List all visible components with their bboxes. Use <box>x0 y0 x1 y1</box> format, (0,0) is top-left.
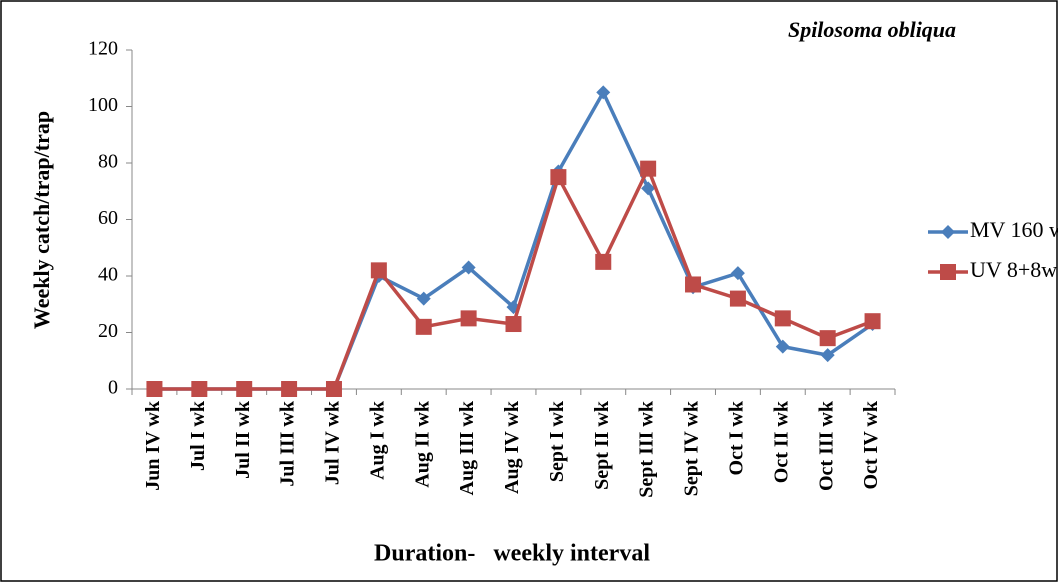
marker <box>416 291 431 306</box>
y-tick-label: 20 <box>98 320 118 342</box>
x-tick-label: Sept III wk <box>636 400 658 498</box>
marker <box>774 310 791 327</box>
marker <box>550 169 567 186</box>
x-tick-label: Aug III wk <box>456 400 478 495</box>
legend-marker <box>941 225 955 239</box>
x-tick-label: Jul I wk <box>187 400 209 471</box>
marker <box>729 290 746 307</box>
x-tick-label: Jul IV wk <box>322 400 344 485</box>
marker <box>685 276 702 293</box>
marker <box>415 318 432 335</box>
marker <box>820 348 835 363</box>
marker <box>641 181 656 196</box>
x-tick-label: Jun IV wk <box>142 400 164 491</box>
marker <box>595 253 612 270</box>
y-tick-label: 80 <box>98 151 118 173</box>
x-tick-label: Jul III wk <box>277 400 299 486</box>
marker <box>596 85 611 100</box>
chart-title: Spilosoma obliqua <box>788 17 956 42</box>
x-tick-label: Aug II wk <box>411 400 433 488</box>
marker <box>505 316 522 333</box>
x-tick-label: Oct I wk <box>726 400 748 475</box>
x-tick-label: Sept IV wk <box>681 400 703 496</box>
y-axis-label: Weekly catch/trap/trap <box>29 111 54 329</box>
marker <box>461 260 476 275</box>
x-tick-label: Jul II wk <box>232 400 254 479</box>
marker <box>864 313 881 330</box>
marker <box>370 262 387 279</box>
y-tick-label: 120 <box>88 38 118 60</box>
x-tick-label: Aug I wk <box>366 400 388 480</box>
marker <box>640 160 657 177</box>
y-tick-label: 40 <box>98 264 118 286</box>
x-tick-label: Aug IV wk <box>501 400 523 494</box>
legend-label: MV 160 w <box>970 217 1058 242</box>
y-tick-label: 100 <box>88 94 118 116</box>
marker <box>146 381 163 397</box>
legend-label: UV 8+8w <box>970 257 1057 282</box>
x-tick-label: Sept I wk <box>546 400 568 482</box>
marker <box>460 310 477 327</box>
marker <box>281 381 298 397</box>
marker <box>730 266 745 281</box>
x-tick-label: Sept II wk <box>591 400 613 490</box>
marker <box>325 381 342 397</box>
x-tick-label: Oct IV wk <box>860 400 882 489</box>
x-axis-label: Duration- weekly interval <box>374 541 650 567</box>
marker <box>236 381 253 397</box>
marker <box>775 339 790 354</box>
y-tick-label: 60 <box>98 207 118 229</box>
x-tick-label: Oct II wk <box>770 400 792 483</box>
marker <box>819 330 836 347</box>
marker <box>191 381 208 397</box>
x-tick-label: Oct III wk <box>815 400 837 491</box>
y-tick-label: 0 <box>108 377 118 399</box>
legend-marker <box>940 264 956 280</box>
